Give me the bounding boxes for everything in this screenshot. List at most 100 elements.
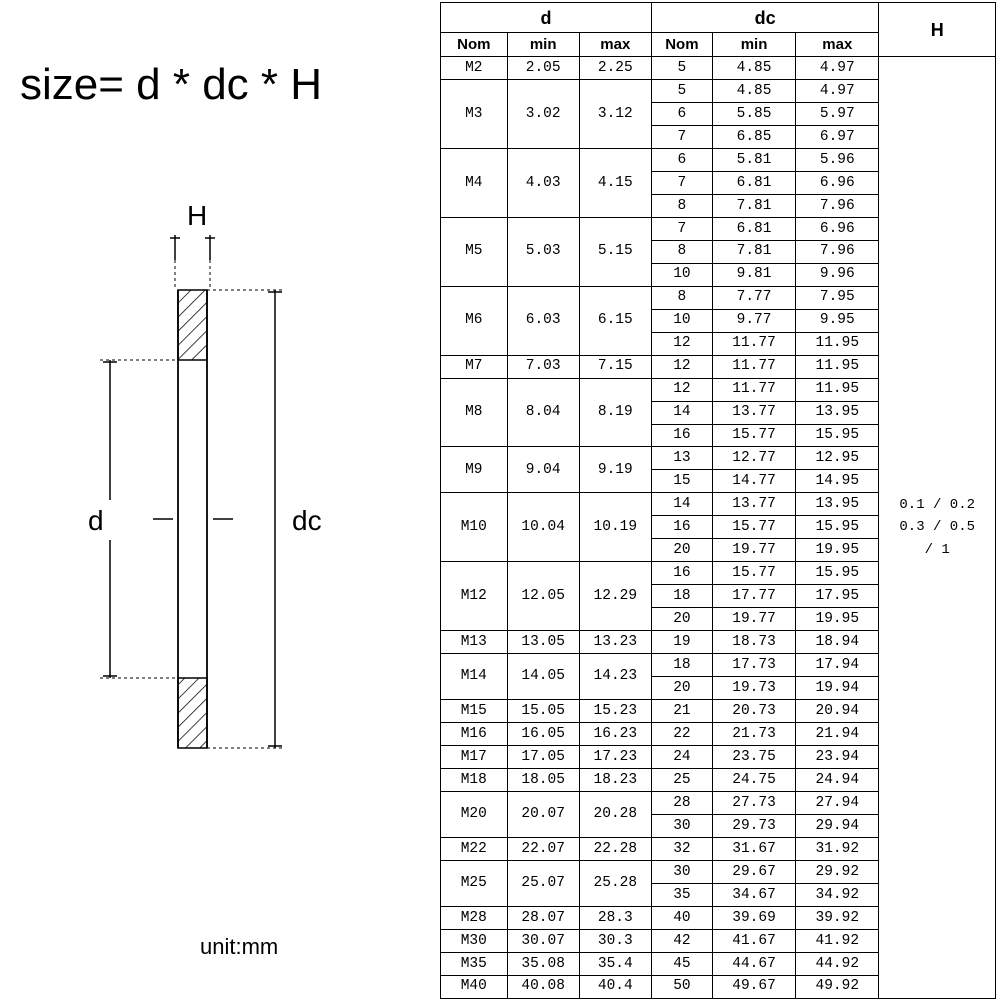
dimension-table: d dc H Nom min max Nom min max M22.052.2… <box>440 2 996 999</box>
cell-dcmin: 29.67 <box>712 860 795 883</box>
cell-dcmax: 15.95 <box>796 424 879 447</box>
cell-dcmin: 39.69 <box>712 906 795 929</box>
cell-dcnom: 12 <box>651 378 712 401</box>
size-formula: size= d * dc * H <box>20 60 322 110</box>
cell-dmax: 10.19 <box>579 493 651 562</box>
cell-dcmin: 49.67 <box>712 975 795 998</box>
cell-dcmax: 7.96 <box>796 240 879 263</box>
cell-dcnom: 6 <box>651 102 712 125</box>
cell-dmin: 14.05 <box>507 654 579 700</box>
cell-dcmin: 4.85 <box>712 79 795 102</box>
cell-nom: M2 <box>441 57 508 80</box>
cell-dcmin: 27.73 <box>712 792 795 815</box>
cell-dcnom: 12 <box>651 355 712 378</box>
cell-nom: M40 <box>441 975 508 998</box>
cell-dmax: 16.23 <box>579 723 651 746</box>
cell-dcmax: 41.92 <box>796 929 879 952</box>
cell-dcmax: 14.95 <box>796 470 879 493</box>
cell-dcmax: 6.97 <box>796 125 879 148</box>
cell-dcmax: 11.95 <box>796 378 879 401</box>
cell-dcmin: 7.77 <box>712 286 795 309</box>
cell-dmax: 13.23 <box>579 631 651 654</box>
cell-dcmax: 49.92 <box>796 975 879 998</box>
cell-dcmax: 20.94 <box>796 700 879 723</box>
cell-dmax: 35.4 <box>579 952 651 975</box>
cell-nom: M4 <box>441 148 508 217</box>
cell-dmin: 9.04 <box>507 447 579 493</box>
cell-dcmin: 41.67 <box>712 929 795 952</box>
cell-dmax: 2.25 <box>579 57 651 80</box>
cell-nom: M9 <box>441 447 508 493</box>
cell-nom: M18 <box>441 769 508 792</box>
cell-dmin: 3.02 <box>507 79 579 148</box>
cell-dcmin: 11.77 <box>712 355 795 378</box>
cell-dcmax: 7.95 <box>796 286 879 309</box>
cell-dmin: 12.05 <box>507 562 579 631</box>
header-d-max: max <box>579 33 651 57</box>
cell-dcmax: 6.96 <box>796 217 879 240</box>
cell-dcnom: 8 <box>651 240 712 263</box>
cell-dcnom: 7 <box>651 217 712 240</box>
cell-dcnom: 16 <box>651 516 712 539</box>
cell-dcnom: 15 <box>651 470 712 493</box>
cell-dmin: 4.03 <box>507 148 579 217</box>
cell-dcmin: 14.77 <box>712 470 795 493</box>
cell-dmax: 8.19 <box>579 378 651 447</box>
cell-dcmax: 18.94 <box>796 631 879 654</box>
cell-nom: M6 <box>441 286 508 355</box>
cell-dcnom: 7 <box>651 171 712 194</box>
cell-nom: M13 <box>441 631 508 654</box>
cell-dmin: 5.03 <box>507 217 579 286</box>
cell-dmax: 3.12 <box>579 79 651 148</box>
cell-dcnom: 32 <box>651 837 712 860</box>
cell-nom: M16 <box>441 723 508 746</box>
cell-dcnom: 18 <box>651 585 712 608</box>
cell-dcnom: 24 <box>651 746 712 769</box>
header-d-nom: Nom <box>441 33 508 57</box>
washer-diagram: H d dc <box>40 200 400 800</box>
cell-dmin: 17.05 <box>507 746 579 769</box>
cell-dcmin: 6.81 <box>712 217 795 240</box>
cell-dcmax: 19.95 <box>796 539 879 562</box>
cell-dcmax: 34.92 <box>796 883 879 906</box>
cell-dmax: 30.3 <box>579 929 651 952</box>
cell-dcnom: 30 <box>651 860 712 883</box>
cell-dcnom: 22 <box>651 723 712 746</box>
cell-nom: M15 <box>441 700 508 723</box>
cell-dcnom: 5 <box>651 79 712 102</box>
cell-dcmin: 7.81 <box>712 194 795 217</box>
cell-dmax: 14.23 <box>579 654 651 700</box>
header-dc-max: max <box>796 33 879 57</box>
cell-nom: M25 <box>441 860 508 906</box>
cell-dcmin: 31.67 <box>712 837 795 860</box>
cell-dcmax: 4.97 <box>796 57 879 80</box>
cell-dmin: 25.07 <box>507 860 579 906</box>
cell-dcmin: 5.85 <box>712 102 795 125</box>
cell-dcmax: 19.95 <box>796 608 879 631</box>
cell-dcnom: 30 <box>651 814 712 837</box>
cell-nom: M30 <box>441 929 508 952</box>
cell-dcmax: 13.95 <box>796 401 879 424</box>
cell-dcnom: 25 <box>651 769 712 792</box>
cell-dcmin: 13.77 <box>712 401 795 424</box>
cell-dcmax: 6.96 <box>796 171 879 194</box>
cell-dcmin: 15.77 <box>712 562 795 585</box>
cell-dcmax: 7.96 <box>796 194 879 217</box>
cell-dcmin: 23.75 <box>712 746 795 769</box>
cell-dmin: 2.05 <box>507 57 579 80</box>
cell-dcmin: 18.73 <box>712 631 795 654</box>
cell-dmin: 30.07 <box>507 929 579 952</box>
cell-dcmin: 7.81 <box>712 240 795 263</box>
cell-dcmax: 15.95 <box>796 516 879 539</box>
cell-dcnom: 18 <box>651 654 712 677</box>
cell-dcmax: 4.97 <box>796 79 879 102</box>
header-d-min: min <box>507 33 579 57</box>
cell-dcnom: 28 <box>651 792 712 815</box>
cell-dcnom: 21 <box>651 700 712 723</box>
cell-dcmin: 11.77 <box>712 332 795 355</box>
cell-dcmax: 11.95 <box>796 355 879 378</box>
cell-dcmax: 13.95 <box>796 493 879 516</box>
unit-label: unit:mm <box>200 934 278 960</box>
cell-dcmin: 9.77 <box>712 309 795 332</box>
cell-dcnom: 20 <box>651 677 712 700</box>
